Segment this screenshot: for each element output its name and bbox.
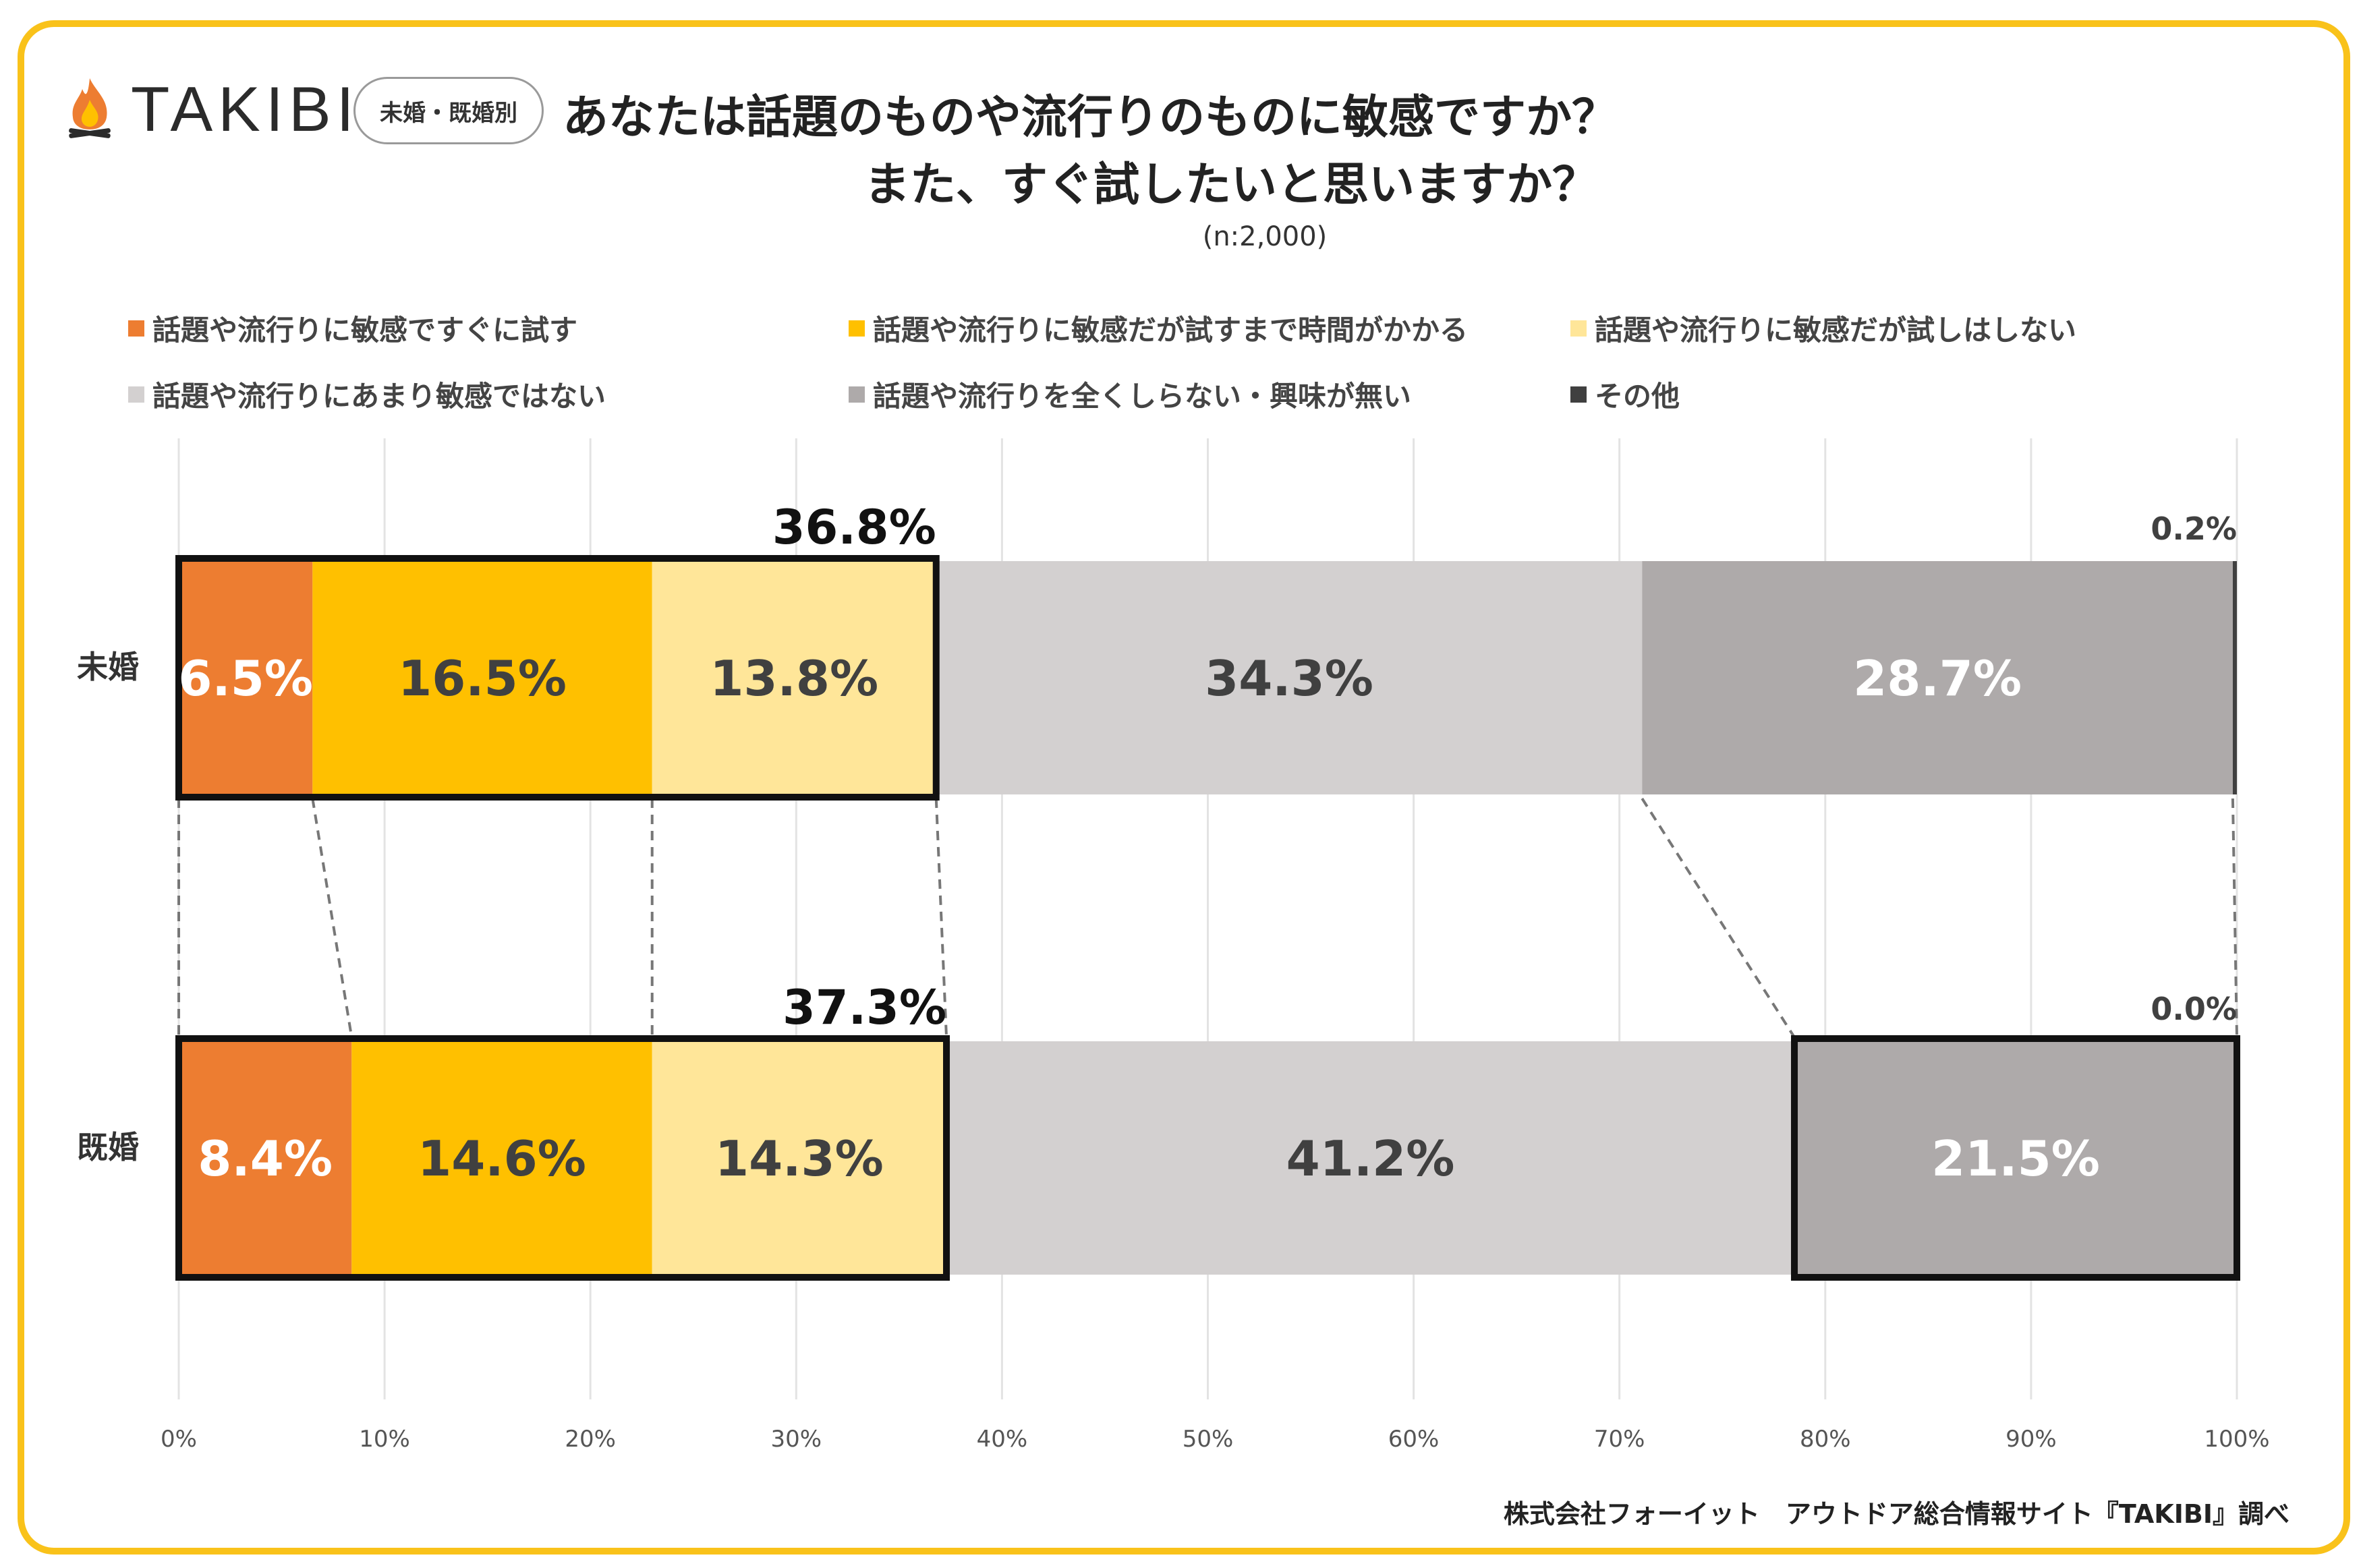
connector-line bbox=[934, 798, 948, 1038]
x-tick-label: 20% bbox=[565, 1426, 616, 1453]
logo-text: TAKIBI bbox=[131, 74, 360, 144]
data-label: 6.5% bbox=[178, 650, 313, 707]
data-label: 14.3% bbox=[715, 1130, 884, 1187]
legend-label: 話題や流行りに敏感だが試しはしない bbox=[1595, 314, 2077, 347]
x-tick-label: 50% bbox=[1183, 1426, 1234, 1453]
legend-swatch bbox=[128, 386, 144, 403]
source-note: 株式会社フォーイット アウトドア総合情報サイト『TAKIBI』調べ bbox=[1503, 1499, 2289, 1529]
legend-label: 話題や流行りにあまり敏感ではない bbox=[152, 380, 606, 413]
bar-segment bbox=[179, 1041, 352, 1275]
chart-title-line1: あなたは話題のものや流行りのものに敏感ですか？ bbox=[563, 91, 1618, 144]
bar-segment bbox=[179, 561, 313, 794]
legend-item-not-sensitive: 話題や流行りにあまり敏感ではない bbox=[128, 374, 606, 415]
flame-icon bbox=[69, 78, 111, 138]
legend-swatch bbox=[1570, 320, 1587, 337]
x-tick-label: 40% bbox=[977, 1426, 1028, 1453]
bar-segment bbox=[351, 1041, 652, 1275]
x-tick-label: 100% bbox=[2204, 1426, 2269, 1453]
bar-segment bbox=[1794, 1041, 2237, 1275]
legend-swatch bbox=[849, 320, 865, 337]
sensitive-total-label: 36.8% bbox=[772, 500, 936, 555]
legend-label: その他 bbox=[1595, 380, 1680, 413]
bar-segment bbox=[1642, 561, 2233, 794]
legend-item-other: その他 bbox=[1570, 374, 1680, 415]
x-tick-label: 90% bbox=[2006, 1426, 2057, 1453]
data-label: 34.3% bbox=[1205, 650, 1373, 707]
sensitive-total-box bbox=[175, 1035, 950, 1281]
legend-swatch bbox=[849, 386, 865, 403]
category-label: 既婚 bbox=[77, 1129, 139, 1165]
bar-segment bbox=[936, 561, 1643, 794]
data-label: 41.2% bbox=[1286, 1130, 1455, 1187]
sensitive-total-label: 37.3% bbox=[783, 980, 946, 1035]
data-label: 14.6% bbox=[418, 1130, 586, 1187]
bar-segment bbox=[946, 1041, 1795, 1275]
x-tick-label: 0% bbox=[161, 1426, 197, 1453]
x-tick-label: 30% bbox=[771, 1426, 822, 1453]
data-label: 13.8% bbox=[710, 650, 878, 707]
legend-item-try-slowly: 話題や流行りに敏感だが試すまで時間がかかる bbox=[849, 308, 1468, 349]
sensitive-total-box bbox=[175, 555, 940, 801]
sample-size-text: (n:2,000) bbox=[1202, 221, 1328, 252]
legend-item-try-immediately: 話題や流行りに敏感ですぐに試す bbox=[128, 308, 577, 349]
segment-badge: 未婚・既婚別 bbox=[353, 77, 544, 144]
legend-swatch bbox=[1570, 386, 1587, 403]
legend-label: 話題や流行りに敏感だが試すまで時間がかかる bbox=[873, 314, 1469, 347]
data-label: 21.5% bbox=[1931, 1130, 2100, 1187]
no-interest-box bbox=[1791, 1035, 2240, 1281]
legend-item-no-interest: 話題や流行りを全くしらない・興味が無い bbox=[849, 374, 1411, 415]
bar-segment bbox=[652, 561, 936, 794]
x-tick-label: 70% bbox=[1594, 1426, 1645, 1453]
data-label: 28.7% bbox=[1853, 650, 2022, 707]
x-tick-label: 10% bbox=[359, 1426, 410, 1453]
legend-label: 話題や流行りを全くしらない・興味が無い bbox=[873, 380, 1412, 413]
legend-item-no-try: 話題や流行りに敏感だが試しはしない bbox=[1570, 308, 2076, 349]
connector-line bbox=[311, 798, 353, 1038]
connector-line bbox=[1641, 797, 1796, 1039]
x-tick-label: 80% bbox=[1800, 1426, 1851, 1453]
x-tick-label: 60% bbox=[1388, 1426, 1440, 1453]
data-label-other: 0.0% bbox=[2151, 991, 2237, 1027]
data-label-other: 0.2% bbox=[2151, 511, 2237, 547]
takibi-logo: TAKIBI bbox=[65, 73, 360, 146]
category-label: 未婚 bbox=[77, 649, 139, 685]
chart-title-line2: また、すぐ試したいと思いますか？ bbox=[863, 158, 1598, 212]
bar-segment bbox=[312, 561, 652, 794]
bar-segment bbox=[2232, 561, 2237, 794]
legend-swatch bbox=[128, 320, 144, 337]
sample-size: (n:2,000) bbox=[0, 221, 2361, 252]
legend-label: 話題や流行りに敏感ですぐに試す bbox=[152, 314, 578, 347]
connector-line bbox=[2231, 798, 2238, 1038]
data-label: 8.4% bbox=[198, 1130, 333, 1187]
bar-segment bbox=[652, 1041, 947, 1275]
data-label: 16.5% bbox=[398, 650, 567, 707]
